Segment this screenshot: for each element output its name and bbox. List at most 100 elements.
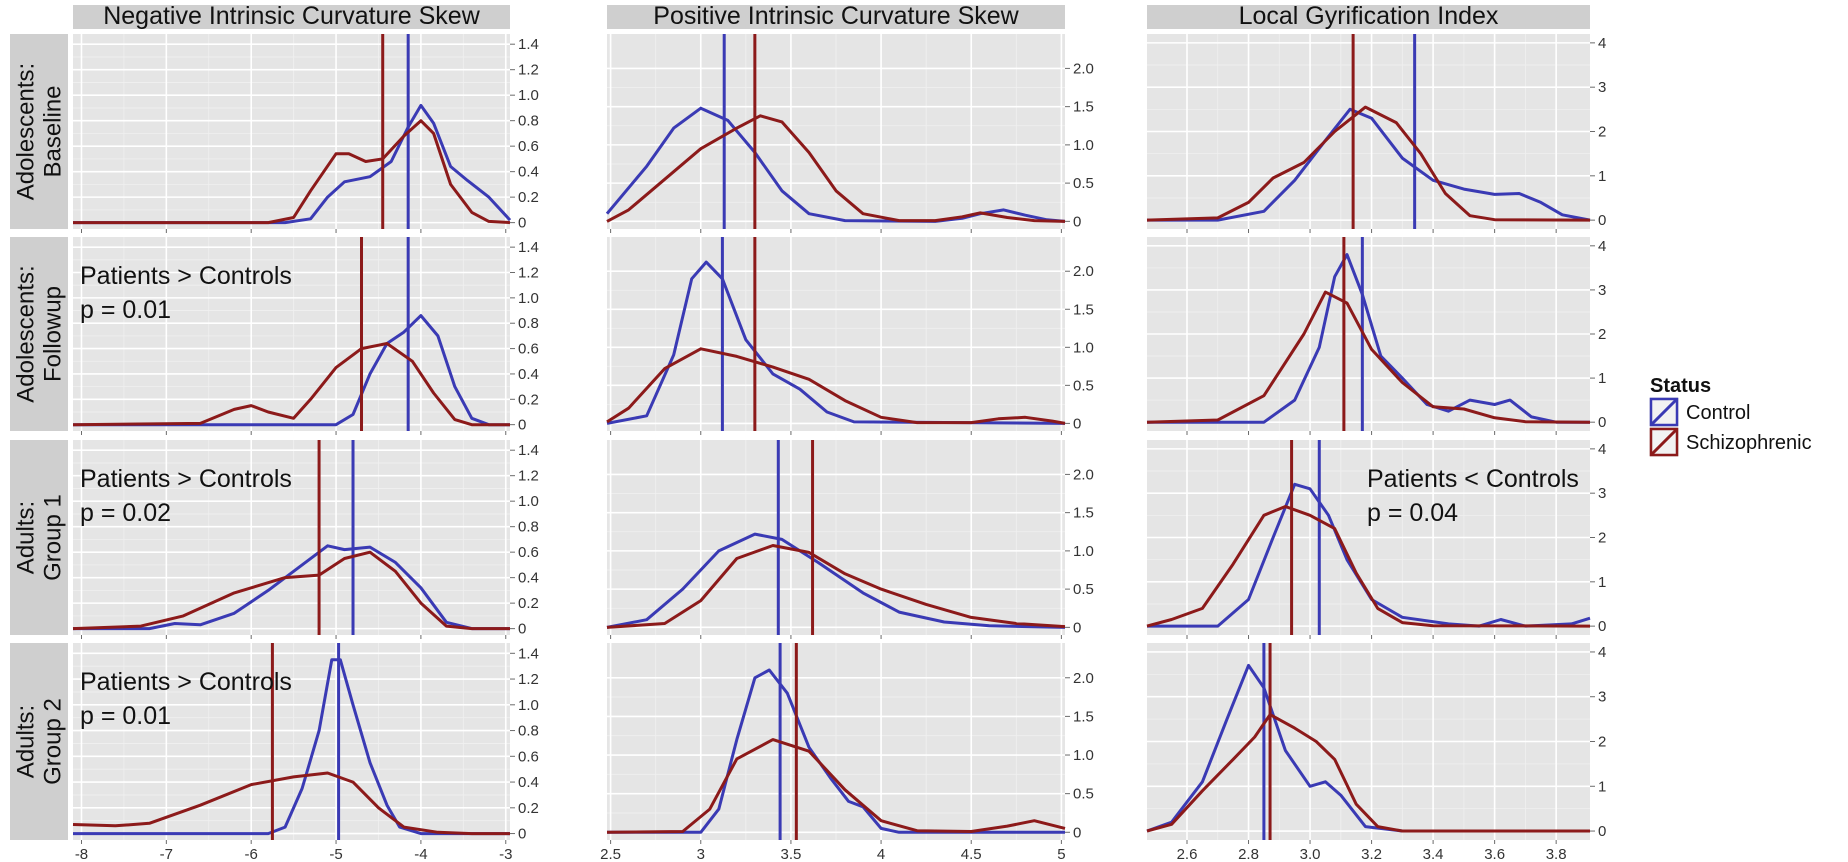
x-tick-label: -7 xyxy=(160,846,173,862)
x-tick-label: -4 xyxy=(414,846,427,862)
y-tick-label: 0.8 xyxy=(518,113,539,130)
row-strip xyxy=(10,440,68,635)
y-tick-label: 1.2 xyxy=(518,62,539,79)
row-title-line: Adolescents: xyxy=(13,265,40,402)
significance-annotation: p = 0.01 xyxy=(80,702,171,730)
row-title: Adolescents: Baseline xyxy=(13,63,67,200)
x-tick-label: 2.6 xyxy=(1177,846,1198,862)
x-tick-label: 3.6 xyxy=(1484,846,1505,862)
x-tick-label: -5 xyxy=(329,846,342,862)
significance-annotation: Patients < Controls xyxy=(1367,465,1579,493)
y-tick-label: 0 xyxy=(518,215,526,232)
row-strip xyxy=(10,34,68,229)
y-tick-label: 1.0 xyxy=(1073,747,1094,764)
y-tick-label: 0.2 xyxy=(518,189,539,206)
density-curve-control xyxy=(1146,663,1590,833)
x-tick-label: 3 xyxy=(697,846,705,862)
density-curve-schizophrenic xyxy=(72,342,510,427)
row-title: Adults: Group 1 xyxy=(13,494,67,581)
x-tick-label: 4.5 xyxy=(961,846,982,862)
x-tick-label: -3 xyxy=(499,846,512,862)
row-title: Adults: Group 2 xyxy=(13,698,67,785)
y-tick-label: 0.5 xyxy=(1073,581,1094,598)
density-curve-schizophrenic xyxy=(1146,713,1590,833)
legend-key-border xyxy=(1649,427,1679,457)
density-curve-schizophrenic xyxy=(606,114,1066,223)
y-tick-label: 3 xyxy=(1598,79,1606,96)
y-tick-label: 0 xyxy=(518,417,526,434)
y-tick-label: 1.5 xyxy=(1073,708,1094,725)
y-tick-label: 2.0 xyxy=(1073,670,1094,687)
y-tick-label: 0.6 xyxy=(518,341,539,358)
density-curve-schizophrenic xyxy=(1146,290,1591,424)
y-tick-label: 0.8 xyxy=(518,519,539,536)
panel: 0 0.5 1.0 1.5 2.0 xyxy=(605,34,1094,233)
y-tick-label: 1.4 xyxy=(518,36,539,53)
panel: 0 0.5 1.0 1.5 2.0 xyxy=(606,237,1094,435)
y-tick-label: 1.0 xyxy=(1073,543,1094,560)
x-tick-label: 3.2 xyxy=(1361,846,1382,862)
panel: 0 0.2 0.4 0.6 0.8 1.0 1.2 1.4 Patients > Control… xyxy=(72,237,539,435)
y-tick-label: 0 xyxy=(518,826,526,843)
y-tick-label: 0 xyxy=(1073,824,1081,841)
y-tick-label: 2 xyxy=(1598,734,1606,751)
y-tick-label: 0 xyxy=(1598,414,1606,431)
column-strip xyxy=(73,5,510,29)
y-tick-label: 2.0 xyxy=(1073,466,1094,483)
y-tick-label: 0.4 xyxy=(518,366,539,383)
density-curve-control xyxy=(73,658,510,836)
y-tick-label: 1.5 xyxy=(1073,99,1094,116)
y-tick-label: 0 xyxy=(1598,823,1606,840)
column-title: Local Gyrification Index xyxy=(1239,2,1499,30)
y-tick-label: 0.4 xyxy=(518,570,539,587)
row-title-line: Baseline xyxy=(40,85,67,177)
y-tick-label: 1 xyxy=(1598,574,1606,591)
x-tick-label: 3.4 xyxy=(1423,846,1444,862)
panel: 0 1 2 3 4 xyxy=(1146,237,1606,435)
y-tick-label: 1 xyxy=(1598,370,1606,387)
significance-annotation: p = 0.02 xyxy=(80,499,171,527)
x-tick-label: 2.8 xyxy=(1238,846,1259,862)
column-strip xyxy=(607,5,1065,29)
x-tick-label: 3.5 xyxy=(780,846,801,862)
significance-annotation: Patients > Controls xyxy=(80,262,292,290)
y-tick-label: 1.0 xyxy=(1073,137,1094,154)
panel: 0 0.5 1.0 1.5 2.0 xyxy=(606,440,1094,639)
row-title-line: Adults: xyxy=(13,705,40,778)
y-tick-label: 2.0 xyxy=(1073,60,1094,77)
row-title-line: Adolescents: xyxy=(13,63,40,200)
y-tick-label: 0.5 xyxy=(1073,175,1094,192)
density-curve-schizophrenic xyxy=(606,347,1066,425)
y-tick-label: 4 xyxy=(1598,644,1606,661)
y-tick-label: 4 xyxy=(1598,238,1606,255)
density-curve-schizophrenic xyxy=(606,544,1066,629)
x-tick-label: -8 xyxy=(75,846,88,862)
panel: 0 1 2 3 4 Patients < Controls p = 0.04 xyxy=(1146,440,1606,639)
panel-background xyxy=(73,34,510,229)
y-tick-label: 1.4 xyxy=(518,239,539,256)
y-tick-label: 0 xyxy=(1598,212,1606,229)
y-tick-label: 2 xyxy=(1598,124,1606,141)
density-curve-control xyxy=(607,668,1065,834)
y-tick-label: 2 xyxy=(1598,530,1606,547)
panel: 0 0.5 1.0 1.5 2.0 2.5 3 3.5 4 4.5 5 xyxy=(600,643,1094,862)
x-tick-label: 4 xyxy=(877,846,885,862)
significance-annotation: Patients > Controls xyxy=(80,465,292,493)
row-title-line: Followup xyxy=(40,286,67,382)
panel: 0 1 2 3 4 xyxy=(1146,34,1606,233)
panel: 0 0.2 0.4 0.6 0.8 1.0 1.2 1.4 xyxy=(73,34,539,233)
y-tick-label: 2 xyxy=(1598,326,1606,343)
significance-annotation: p = 0.04 xyxy=(1367,499,1458,527)
row-title-line: Group 2 xyxy=(40,698,67,785)
y-tick-label: 1 xyxy=(1598,778,1606,795)
panel: 0 0.2 0.4 0.6 0.8 1.0 1.2 1.4 Patients > Control… xyxy=(72,440,539,639)
legend-key-swatch xyxy=(1649,397,1679,427)
density-curve-control xyxy=(1147,107,1591,222)
density-curve-control xyxy=(605,106,1066,223)
y-tick-label: 1.0 xyxy=(518,697,539,714)
density-curve-control xyxy=(1147,253,1590,424)
density-curve-schizophrenic xyxy=(72,550,510,631)
y-tick-label: 1.5 xyxy=(1073,505,1094,522)
row-title-line: Adults: xyxy=(13,501,40,574)
